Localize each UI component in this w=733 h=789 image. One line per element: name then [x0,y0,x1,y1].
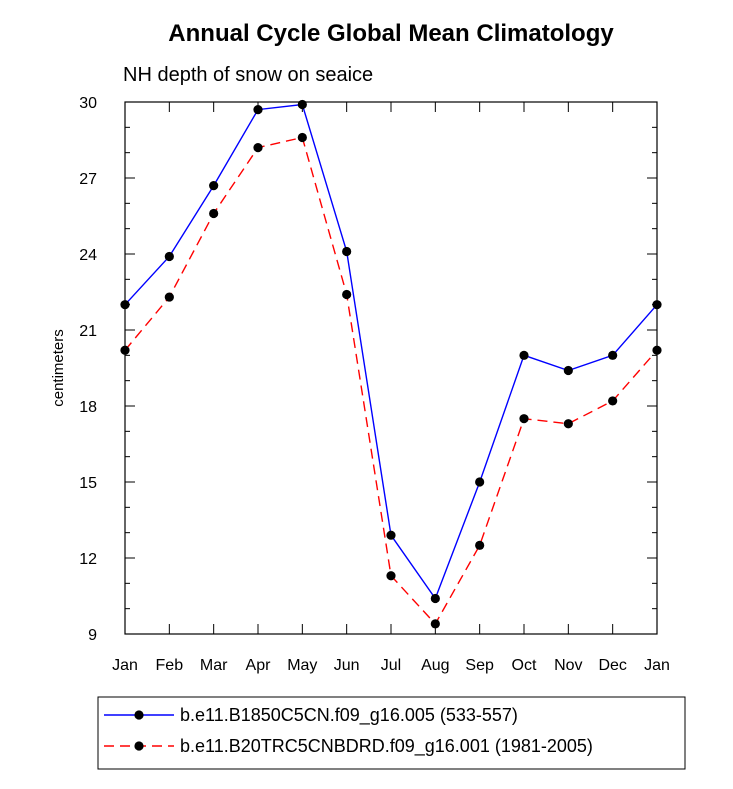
x-tick-label: Apr [246,657,272,674]
series-1-point [164,251,174,262]
chart-title: Annual Cycle Global Mean Climatology [168,20,614,47]
x-tick-label: Oct [512,657,537,674]
y-tick-label: 27 [79,171,97,188]
series-2-point [475,540,485,550]
series-line-1 [124,103,658,600]
y-axis-title: centimeters [50,329,67,407]
legend-marker-1 [134,710,144,720]
series-1-point [563,365,573,376]
series-2-point [253,143,263,153]
series-1-point [342,246,352,257]
x-tick-label: Mar [200,657,228,674]
legend: b.e11.B1850C5CN.f09_g16.005 (533-557) b.e… [97,696,686,770]
series-1-point [475,477,485,487]
legend-label-1: b.e11.B1850C5CN.f09_g16.005 (533-557) [180,705,518,726]
y-tick-label: 15 [79,475,97,492]
series-2-point [563,419,573,429]
plot-series [120,99,662,629]
y-tick-label: 24 [79,247,97,264]
x-tick-label: Aug [421,657,449,674]
plot-ticks [124,101,658,635]
x-tick-label: Jan [112,657,138,674]
y-tick-label: 21 [79,323,97,340]
y-tick-label: 18 [79,399,97,416]
legend-label-2: b.e11.B20TRC5CNBDRD.f09_g16.001 (1981-20… [180,736,593,757]
y-tick-label: 30 [79,95,97,112]
x-tick-label: Jun [334,657,360,674]
series-1-point [519,350,529,360]
series-2-point [297,132,307,143]
series-2-point [430,619,440,629]
legend-box [97,696,686,770]
series-1-point [209,181,219,191]
x-axis-labels: Jan Feb Mar Apr May Jun Jul Aug Sep Oct Nov Dec Jan [112,657,670,674]
y-tick-label: 12 [79,551,97,568]
x-tick-label: May [287,657,317,674]
series-2-point [209,208,219,219]
series-1-point [608,350,618,360]
series-2-point [386,571,396,581]
series-2-point [164,292,174,302]
series-1-point [297,99,307,110]
plot-frame [124,101,658,635]
series-line-2 [124,136,658,626]
x-tick-label: Sep [465,657,494,674]
y-tick-label: 9 [88,627,97,644]
x-tick-label: Jul [381,657,401,674]
y-axis-labels: 9 12 15 18 21 24 27 30 [79,95,97,644]
x-tick-label: Feb [156,657,184,674]
series-1-point [253,105,263,115]
series-1-point [430,593,440,604]
legend-marker-2 [134,741,144,751]
series-1-point [386,530,396,540]
x-tick-label: Jan [644,657,670,674]
chart-subtitle: NH depth of snow on seaice [123,64,373,86]
series-2-point [342,289,352,300]
series-2-point [519,414,529,424]
x-tick-label: Dec [598,657,626,674]
x-tick-label: Nov [554,657,582,674]
series-2-point [608,396,618,406]
